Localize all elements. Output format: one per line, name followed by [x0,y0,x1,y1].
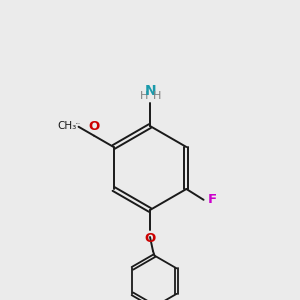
Text: O: O [144,232,156,245]
Text: O: O [88,120,100,133]
Text: methyl: methyl [76,122,81,124]
Text: H: H [153,92,161,101]
Text: CH₃: CH₃ [58,121,77,130]
Text: H: H [140,92,148,101]
Text: F: F [208,193,217,206]
Text: N: N [145,84,156,98]
